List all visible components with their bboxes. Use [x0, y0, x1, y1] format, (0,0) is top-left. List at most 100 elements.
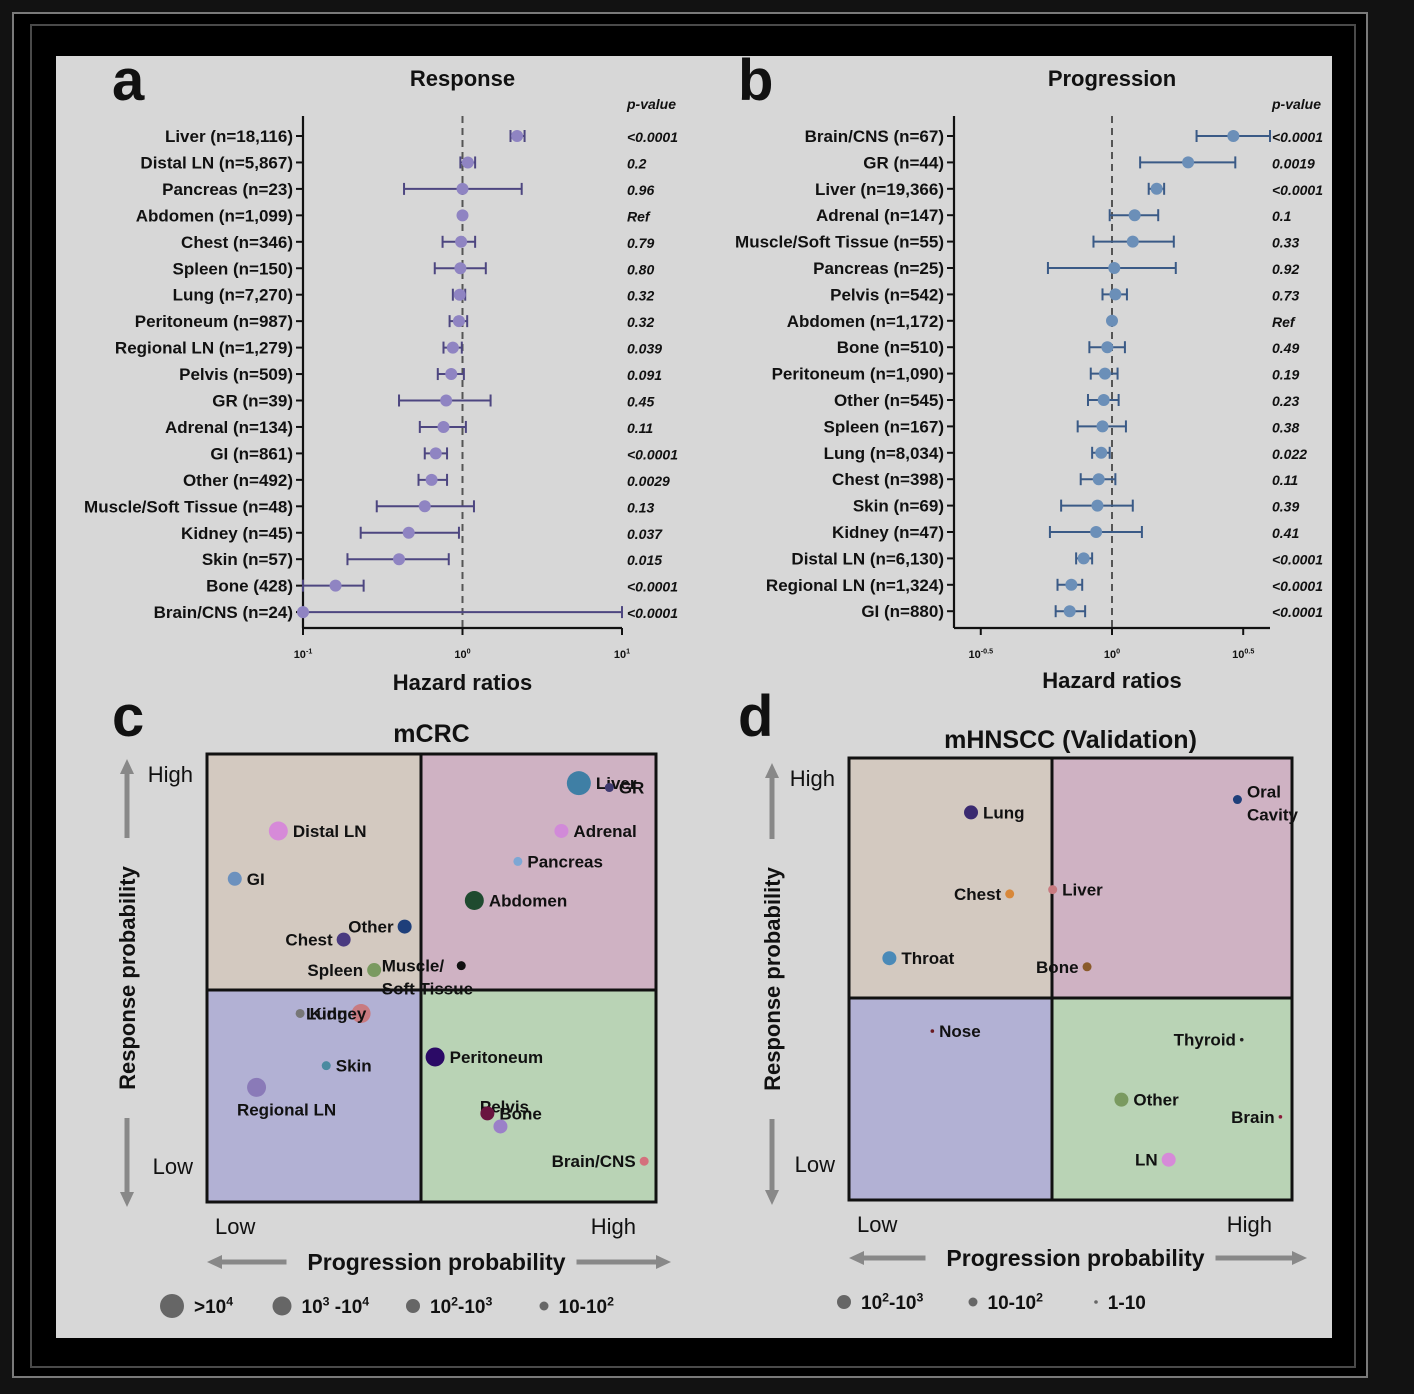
- panel-b-point-0: [1227, 130, 1240, 142]
- panel-b-point-13: [1092, 473, 1105, 486]
- panel-a-point-10: [440, 394, 453, 407]
- panel-a-pvalue-4: 0.79: [627, 235, 654, 251]
- panel-c-point-label-9: Regional LN: [237, 1100, 336, 1119]
- panel-c-x-low: Low: [215, 1214, 255, 1239]
- panel-b-point-1: [1182, 156, 1195, 169]
- panel-d-ylabel: Response probability: [760, 866, 785, 1090]
- panel-c-point-label-4: Chest: [285, 931, 333, 950]
- panel-a-row-label-15: Kidney (n=45): [181, 524, 293, 543]
- panel-a-row-label-16: Skin (n=57): [202, 550, 293, 569]
- panel-c-x-label-bg: [286, 1246, 577, 1278]
- panel-c-point-12: [227, 871, 242, 886]
- panel-c-point-label-3: Abdomen: [489, 891, 567, 910]
- panel-d-point-1: [1048, 885, 1058, 895]
- panel-c-point-15: [295, 1008, 305, 1018]
- panel-c-point-label-14-1: Soft Tissue: [382, 980, 473, 999]
- panel-d-x-high: High: [1227, 1212, 1272, 1237]
- panel-b-pvalue-17: <0.0001: [1272, 578, 1323, 594]
- panel-a-point-6: [453, 288, 466, 301]
- panel-c-y-arrow-head-down: [120, 1192, 134, 1207]
- panel-d-point-0: [1232, 795, 1242, 805]
- panel-a-point-11: [437, 420, 450, 433]
- panel-d-point-10: [1278, 1115, 1283, 1119]
- panel-a-pvalue-header: p-value: [626, 96, 676, 112]
- panel-d-x-label-bg: [925, 1242, 1216, 1274]
- panel-b-pvalue-9: 0.19: [1272, 367, 1299, 383]
- panel-a-pvalue-9: 0.091: [627, 367, 662, 383]
- panel-a-pvalue-6: 0.32: [627, 288, 654, 304]
- panel-d-point-label-10: Brain: [1231, 1108, 1274, 1127]
- panel-a-row-label-9: Pelvis (n=509): [179, 365, 293, 384]
- panel-d-xlabel: Progression probability: [946, 1245, 1204, 1271]
- panel-a-point-14: [418, 500, 431, 513]
- panel-b-pvalue-header: p-value: [1271, 96, 1321, 112]
- panel-b-pvalue-3: 0.1: [1272, 208, 1292, 224]
- panel-b-point-15: [1090, 526, 1103, 538]
- panel-c-y-arrow-head-up: [120, 759, 134, 774]
- panel-d-point-label-9: Thyroid: [1174, 1031, 1236, 1050]
- panel-d-point-label-1: Liver: [1062, 881, 1103, 900]
- panel-a-pvalue-3: Ref: [627, 208, 651, 224]
- panel-b-point-17: [1065, 578, 1078, 591]
- panel-a-point-13: [425, 473, 438, 486]
- panel-c-point-label-12: GI: [247, 870, 265, 889]
- panel-a-point-17: [329, 579, 342, 592]
- panel-a-xtick-label-2: 101: [614, 648, 630, 661]
- panel-a-pvalue-12: <0.0001: [627, 446, 678, 462]
- panel-c-point-label-1: Distal LN: [293, 822, 367, 841]
- panel-c-point-label-6: Lung: [306, 1004, 348, 1023]
- panel-a-point-0: [511, 130, 524, 142]
- panel-a-row-label-11: Adrenal (n=134): [165, 418, 293, 437]
- panel-a-row-label-17: Bone (428): [206, 577, 293, 596]
- panel-a-pvalue-10: 0.45: [627, 394, 654, 410]
- panel-a-point-1: [461, 156, 474, 169]
- panel-b-point-9: [1098, 367, 1111, 380]
- panel-c-x-arrow-head-left: [207, 1255, 222, 1269]
- panel-b-row-label-3: Adrenal (n=147): [816, 206, 944, 225]
- panel-b-pvalue-5: 0.92: [1272, 261, 1299, 277]
- panel-b-xtick-label-0: 10-0.5: [968, 648, 993, 661]
- panel-a-pvalue-2: 0.96: [627, 182, 654, 198]
- panel-d-y-high: High: [790, 766, 835, 791]
- panel-c-point-6: [351, 1003, 371, 1023]
- panel-a-row-label-3: Abdomen (n=1,099): [136, 206, 293, 225]
- panel-c-point-label-13: Other: [348, 918, 394, 937]
- panel-b-pvalue-0: <0.0001: [1272, 129, 1323, 145]
- panel-a-point-3: [456, 209, 469, 222]
- panel-c-quadrant-top-right: [421, 754, 656, 990]
- panel-a-pvalue-7: 0.32: [627, 314, 654, 330]
- panel-c-quadrant-bottom-right: [421, 990, 656, 1202]
- panel-d-legend-label-0: 102-103: [861, 1290, 923, 1314]
- panel-d-point-label-0-1: Cavity: [1247, 806, 1299, 825]
- panel-b-point-11: [1096, 420, 1109, 433]
- panel-d-quadrant-top-right: [1052, 758, 1292, 998]
- panel-d-legend-label-2: 1-10: [1108, 1293, 1146, 1314]
- panel-c-point-label-16: Skin: [336, 1057, 372, 1076]
- panel-d-title: mHNSCC (Validation): [944, 726, 1197, 754]
- panel-a-point-7: [452, 315, 465, 328]
- panel-b-row-label-15: Kidney (n=47): [832, 523, 944, 542]
- panel-a-point-8: [446, 341, 459, 354]
- panel-a-point-16: [393, 553, 406, 566]
- panel-d-point-label-3: Other: [1133, 1091, 1179, 1110]
- panel-c-point-10: [604, 783, 614, 793]
- panel-c-point-label-10: GR: [619, 779, 645, 798]
- panel-d-x-arrow-head-left: [849, 1251, 864, 1265]
- panel-a-row-label-10: GR (n=39): [212, 392, 293, 411]
- panel-a-row-label-4: Chest (n=346): [181, 233, 293, 252]
- panel-a-pvalue-17: <0.0001: [627, 579, 678, 595]
- panel-b-row-label-7: Abdomen (n=1,172): [787, 312, 944, 331]
- panel-c-point-11: [554, 823, 569, 838]
- panel-a-row-label-8: Regional LN (n=1,279): [115, 339, 293, 358]
- panel-c-y-high: High: [148, 762, 193, 787]
- panel-c-legend-marker-3: [539, 1301, 549, 1311]
- panel-b-point-7: [1106, 314, 1118, 327]
- panel-c-point-label-14-0: Muscle/: [382, 957, 445, 976]
- panel-letter-b: b: [738, 56, 773, 113]
- panel-c-legend-label-0: >104: [194, 1294, 233, 1318]
- panel-b-pvalue-15: 0.41: [1272, 525, 1299, 541]
- panel-b-row-label-10: Other (n=545): [834, 391, 944, 410]
- panel-b-point-5: [1108, 262, 1121, 274]
- panel-a-point-4: [455, 235, 468, 248]
- panel-b-row-label-8: Bone (n=510): [837, 338, 944, 357]
